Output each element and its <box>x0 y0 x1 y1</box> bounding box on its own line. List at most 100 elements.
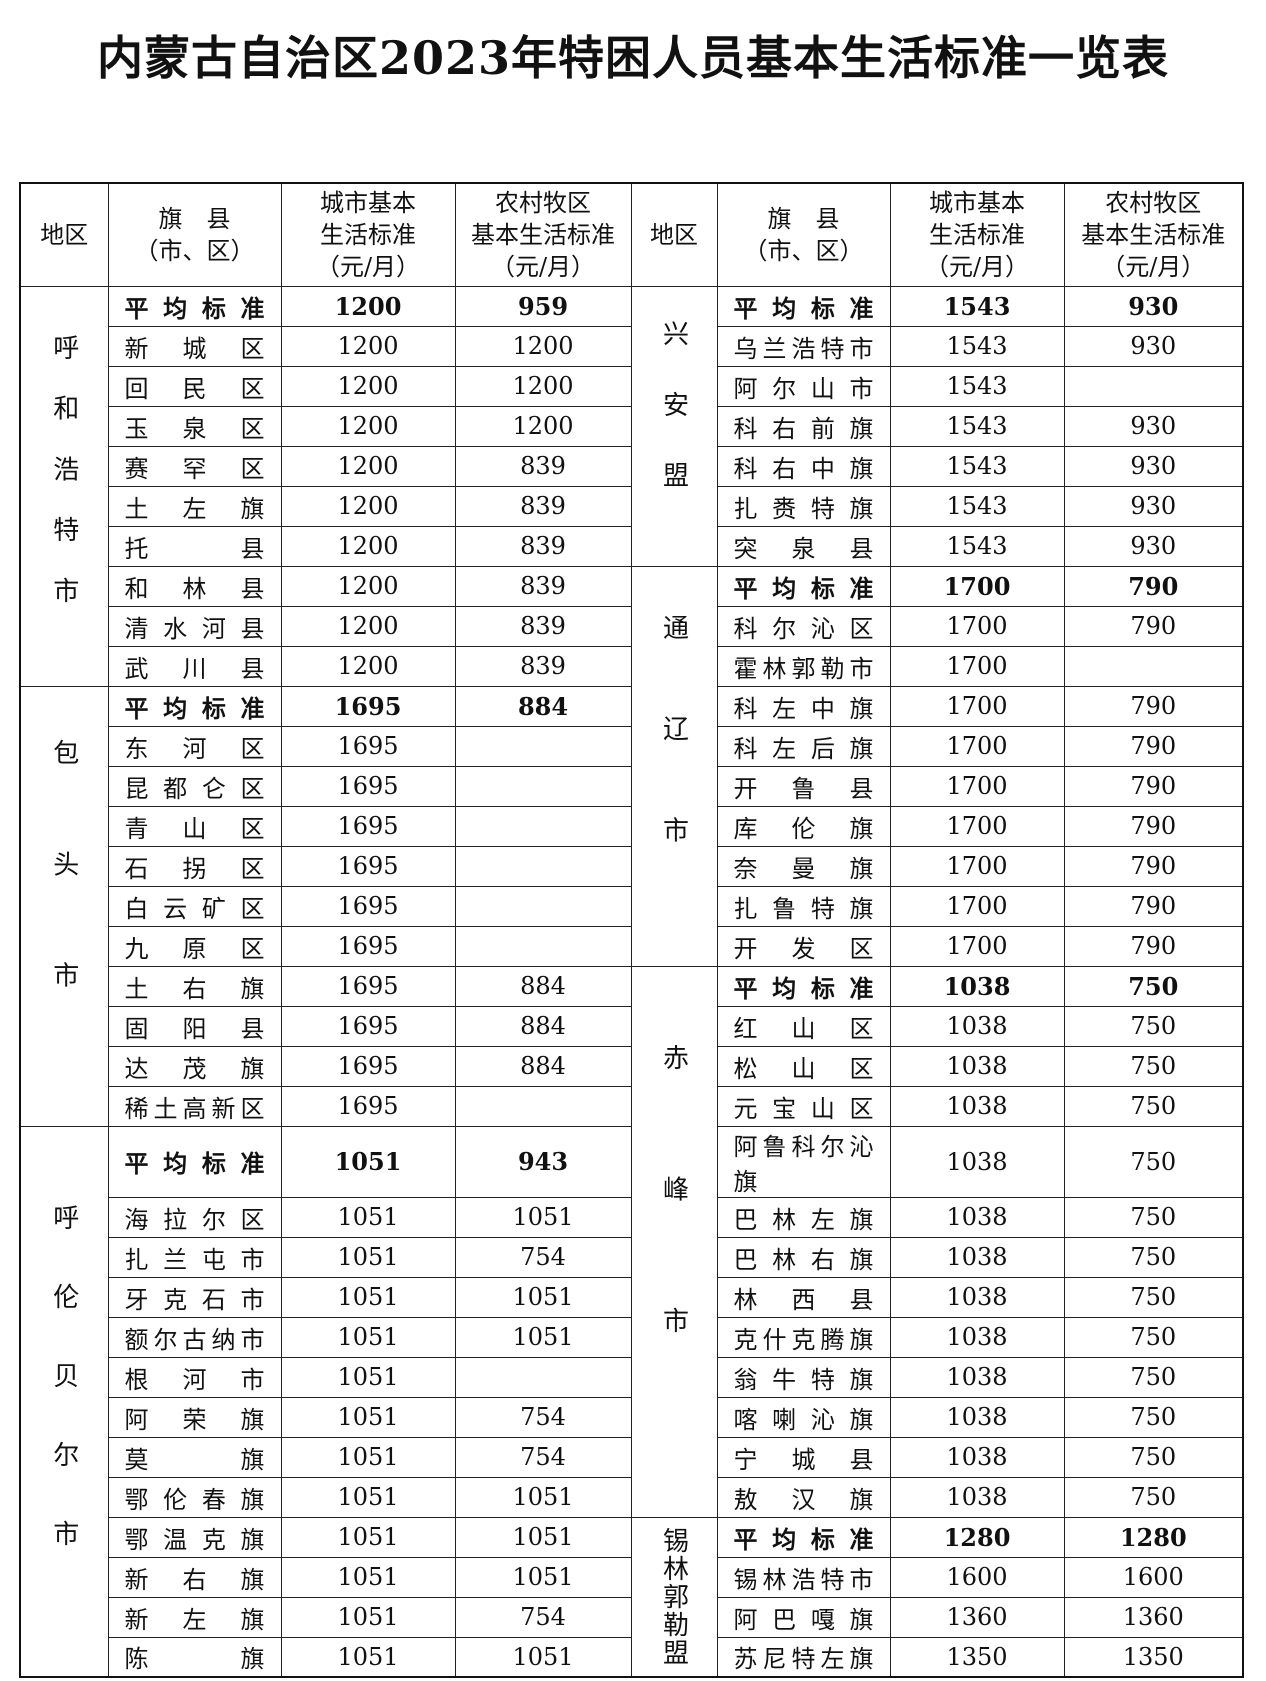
rural-standard: 754 <box>454 1396 632 1438</box>
rural-standard <box>454 845 632 887</box>
county-name: 牙克石市 <box>107 1276 282 1318</box>
county-name: 莫旗 <box>107 1436 282 1478</box>
rural-standard <box>1063 645 1244 687</box>
urban-standard: 1200 <box>280 565 456 607</box>
rural-standard: 1360 <box>1063 1596 1244 1638</box>
header-line: （市、区） <box>743 236 864 265</box>
urban-standard: 1200 <box>280 285 456 327</box>
county-name: 扎鲁特旗 <box>716 885 891 927</box>
rural-standard: 750 <box>1063 1236 1244 1278</box>
urban-standard: 1700 <box>889 805 1065 847</box>
county-name: 东河区 <box>107 725 282 767</box>
urban-standard: 1700 <box>889 605 1065 647</box>
urban-standard: 1700 <box>889 925 1065 967</box>
header-line: （元/月） <box>315 252 421 281</box>
header-cell: 地区 <box>630 182 718 287</box>
county-name: 平均标准 <box>716 965 891 1007</box>
data-row: 稀土高新区 1695 元宝山区 1038 750 <box>20 1085 1244 1127</box>
data-row: 托县 1200 839 突泉县 1543 930 <box>20 525 1244 567</box>
header-line: （元/月） <box>924 252 1030 281</box>
rural-standard <box>454 1085 632 1127</box>
urban-standard: 1695 <box>280 1005 456 1047</box>
data-row: 土左旗 1200 839 扎赉特旗 1543 930 <box>20 485 1244 527</box>
rural-standard: 790 <box>1063 565 1244 607</box>
region-name: 锡林郭勒盟 <box>658 1526 689 1667</box>
county-name: 扎赉特旗 <box>716 485 891 527</box>
county-name: 平均标准 <box>716 285 891 327</box>
rural-standard: 839 <box>454 565 632 607</box>
county-name: 平均标准 <box>716 1516 891 1558</box>
header-line: 旗 县 <box>158 204 231 233</box>
rural-standard: 839 <box>454 485 632 527</box>
rural-standard: 930 <box>1063 285 1244 327</box>
rural-standard: 754 <box>454 1236 632 1278</box>
county-name: 突泉县 <box>716 525 891 567</box>
urban-standard: 1038 <box>889 1396 1065 1438</box>
rural-standard: 750 <box>1063 1085 1244 1127</box>
county-name: 霍林郭勒市 <box>716 645 891 687</box>
county-name: 回民区 <box>107 365 282 407</box>
county-name: 土右旗 <box>107 965 282 1007</box>
header-line: 基本生活标准 <box>471 220 615 249</box>
urban-standard: 1200 <box>280 485 456 527</box>
rural-standard: 750 <box>1063 1316 1244 1358</box>
urban-standard: 1038 <box>889 1125 1065 1198</box>
header-line: （市、区） <box>134 236 255 265</box>
urban-standard: 1051 <box>280 1396 456 1438</box>
urban-standard: 1051 <box>280 1436 456 1478</box>
data-row: 青山区 1695 库伦旗 1700 790 <box>20 805 1244 847</box>
county-name: 平均标准 <box>107 285 282 327</box>
rural-standard: 790 <box>1063 845 1244 887</box>
rural-standard: 1200 <box>454 325 632 367</box>
region-cell: 赤峰市 <box>630 965 718 1518</box>
data-row: 额尔古纳市 1051 1051 克什克腾旗 1038 750 <box>20 1316 1244 1358</box>
county-name: 平均标准 <box>716 565 891 607</box>
urban-standard: 1543 <box>889 365 1065 407</box>
rural-standard: 750 <box>1063 1005 1244 1047</box>
rural-standard <box>454 765 632 807</box>
county-name: 红山区 <box>716 1005 891 1047</box>
standards-table: 地区 旗 县 （市、区） 城市基本 生活标准 （元/月） 农村牧区 基本生活标准 （元/月） 地区… <box>19 182 1244 1678</box>
county-name: 土左旗 <box>107 485 282 527</box>
urban-standard: 1200 <box>280 525 456 567</box>
urban-standard: 1543 <box>889 405 1065 447</box>
header-line: 地区 <box>40 220 89 249</box>
county-name: 阿荣旗 <box>107 1396 282 1438</box>
county-name: 鄂伦春旗 <box>107 1476 282 1518</box>
data-row: 达茂旗 1695 884 松山区 1038 750 <box>20 1045 1244 1087</box>
county-name: 陈旗 <box>107 1636 282 1678</box>
urban-standard: 1543 <box>889 325 1065 367</box>
county-name: 新城区 <box>107 325 282 367</box>
county-name: 海拉尔区 <box>107 1196 282 1238</box>
title: 内蒙古自治区2023年特困人员基本生活标准一览表 <box>96 31 1170 85</box>
county-name: 元宝山区 <box>716 1085 891 1127</box>
county-name: 达茂旗 <box>107 1045 282 1087</box>
urban-standard: 1200 <box>280 405 456 447</box>
rural-standard: 750 <box>1063 1436 1244 1478</box>
county-name: 科左后旗 <box>716 725 891 767</box>
urban-standard: 1051 <box>280 1476 456 1518</box>
data-row: 呼伦贝尔市 平均标准 1051 943 阿鲁科尔沁旗 1038 750 <box>19 1125 1244 1678</box>
county-name: 平均标准 <box>107 685 282 727</box>
urban-standard: 1700 <box>889 645 1065 687</box>
county-name: 巴林左旗 <box>716 1196 891 1238</box>
urban-standard: 1360 <box>889 1596 1065 1638</box>
rural-standard: 1051 <box>454 1316 632 1358</box>
urban-standard: 1543 <box>889 525 1065 567</box>
rural-standard <box>454 725 632 767</box>
rural-standard: 839 <box>454 525 632 567</box>
rural-standard: 790 <box>1063 925 1244 967</box>
rural-standard: 754 <box>454 1596 632 1638</box>
rural-standard: 884 <box>454 685 632 727</box>
region-name: 包头市 <box>48 738 79 1074</box>
rural-standard: 839 <box>454 445 632 487</box>
data-row: 固阳县 1695 884 红山区 1038 750 <box>20 1005 1244 1047</box>
data-row: 赛罕区 1200 839 科右中旗 1543 930 <box>20 445 1244 487</box>
county-name: 克什克腾旗 <box>716 1316 891 1358</box>
county-name: 鄂温克旗 <box>107 1516 282 1558</box>
rural-standard: 1051 <box>454 1556 632 1598</box>
header-cell: 城市基本 生活标准 （元/月） <box>280 182 456 287</box>
data-row: 土右旗 1695 884 赤峰市 平均标准 1038 750 <box>20 965 1244 1518</box>
header-line: 旗 县 <box>767 204 840 233</box>
urban-standard: 1543 <box>889 285 1065 327</box>
